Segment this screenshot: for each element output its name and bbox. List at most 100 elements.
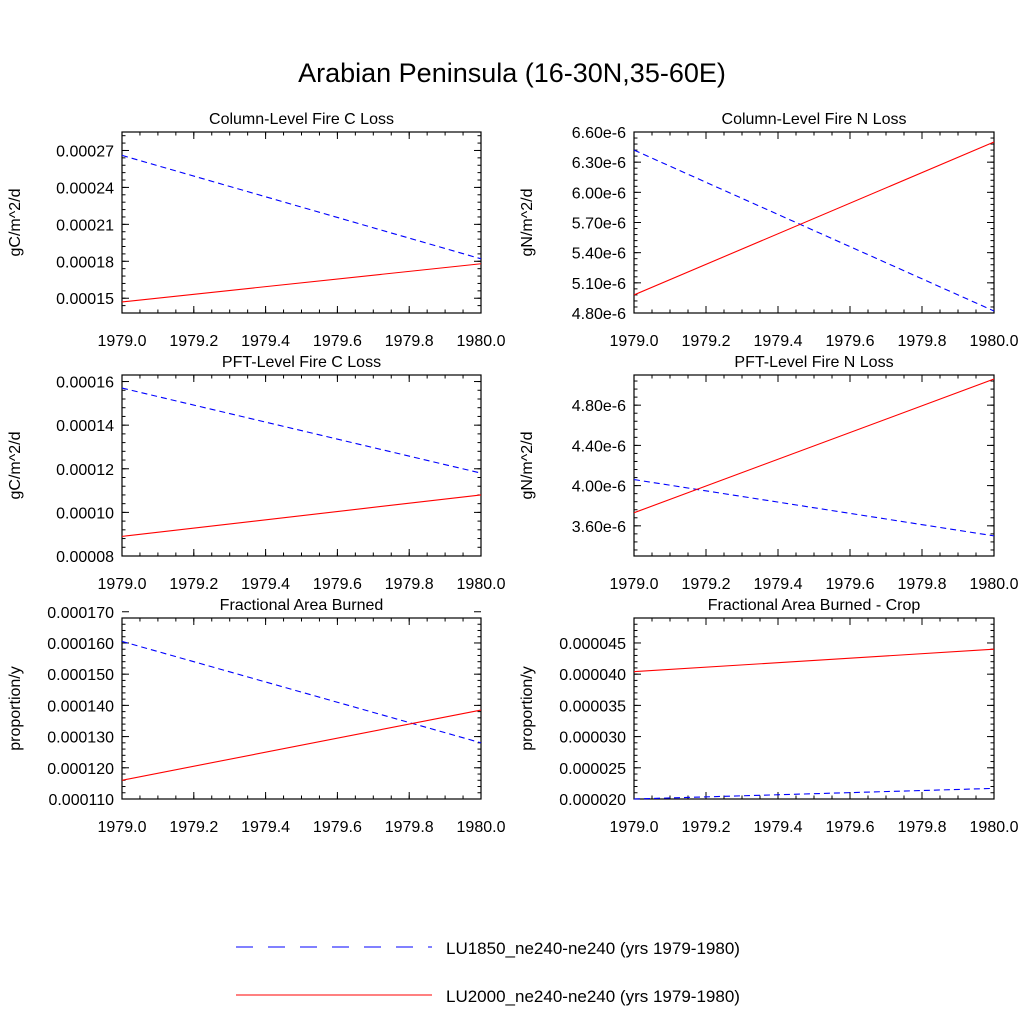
y-tick-label: 0.00027	[56, 143, 114, 160]
series-line-lu1850	[633, 479, 995, 537]
y-tick-label: 0.00016	[56, 375, 114, 392]
x-tick-label: 1980.0	[970, 576, 1019, 593]
y-tick-label: 0.000045	[559, 636, 626, 653]
x-tick-label: 1979.2	[682, 576, 731, 593]
chart-panel-1: Column-Level Fire C Loss gC/m^2/d 1979.0 19…	[7, 111, 506, 350]
plot-frame	[121, 374, 482, 557]
x-tick-label: 1979.6	[313, 333, 362, 350]
page-title: Arabian Peninsula (16-30N,35-60E)	[298, 58, 726, 88]
x-tick-label: 1980.0	[457, 819, 506, 836]
x-tick-label: 1979.2	[169, 333, 218, 350]
y-tick-label: 0.000160	[47, 636, 114, 653]
x-tick-label: 1979.8	[898, 576, 947, 593]
legend-label: LU2000_ne240-ne240 (yrs 1979-1980)	[446, 987, 740, 1006]
series-line-lu1850	[121, 154, 482, 260]
series-line-lu2000	[121, 709, 482, 781]
x-tick-label: 1979.8	[898, 819, 947, 836]
x-tick-label: 1979.6	[826, 576, 875, 593]
x-tick-label: 1979.6	[826, 819, 875, 836]
panel-title: Fractional Area Burned - Crop	[708, 597, 921, 614]
panel-title: PFT-Level Fire C Loss	[222, 354, 381, 371]
y-tick-label: 4.80e-6	[572, 306, 626, 323]
chart-panel-2: Column-Level Fire N Loss gN/m^2/d 1979.0 19…	[519, 111, 1019, 350]
y-tick-label: 5.70e-6	[572, 216, 626, 233]
y-tick-label: 0.000035	[559, 698, 626, 715]
x-tick-label: 1979.0	[98, 819, 147, 836]
y-tick-label: 0.000040	[559, 667, 626, 684]
x-tick-label: 1979.4	[754, 819, 803, 836]
plot-frame	[633, 374, 995, 557]
y-tick-label: 0.00021	[56, 217, 114, 234]
series-line-lu2000	[633, 648, 995, 673]
panel-title: Fractional Area Burned	[220, 597, 384, 614]
y-tick-label: 0.000020	[559, 792, 626, 809]
y-tick-label: 5.40e-6	[572, 246, 626, 263]
y-tick-label: 6.30e-6	[572, 155, 626, 172]
y-tick-label: 0.000150	[47, 667, 114, 684]
y-tick-label: 6.60e-6	[572, 125, 626, 142]
y-tick-label: 0.000130	[47, 730, 114, 747]
y-tick-label: 0.00024	[56, 180, 114, 197]
x-tick-label: 1979.0	[610, 333, 659, 350]
y-tick-label: 0.000120	[47, 761, 114, 778]
y-tick-label: 6.00e-6	[572, 185, 626, 202]
series-line-lu1850	[633, 149, 995, 312]
chart-panel-3: PFT-Level Fire C Loss gC/m^2/d 1979.0 1979.…	[7, 354, 506, 593]
plot-frame	[121, 131, 482, 314]
x-tick-label: 1980.0	[457, 333, 506, 350]
y-tick-label: 0.00018	[56, 254, 114, 271]
series-line-lu1850	[121, 387, 482, 474]
x-tick-label: 1979.2	[682, 333, 731, 350]
series-line-lu2000	[121, 494, 482, 537]
panel-title: Column-Level Fire N Loss	[722, 111, 907, 128]
chart-panel-5: Fractional Area Burned proportion/y 1979.0…	[7, 597, 506, 836]
x-tick-label: 1979.4	[754, 333, 803, 350]
x-tick-label: 1979.8	[385, 333, 434, 350]
x-tick-label: 1980.0	[970, 333, 1019, 350]
x-tick-label: 1979.0	[98, 333, 147, 350]
x-tick-label: 1979.2	[169, 819, 218, 836]
x-tick-label: 1979.6	[313, 819, 362, 836]
x-tick-label: 1979.8	[385, 819, 434, 836]
y-tick-label: 3.60e-6	[572, 519, 626, 536]
series-line-lu1850	[121, 640, 482, 744]
y-tick-label: 0.00014	[56, 418, 114, 435]
x-tick-label: 1980.0	[457, 576, 506, 593]
y-tick-label: 4.00e-6	[572, 479, 626, 496]
y-axis-label: gN/m^2/d	[519, 189, 536, 257]
y-tick-label: 0.00010	[56, 505, 114, 522]
plot-frame	[633, 131, 995, 314]
series-line-lu2000	[633, 378, 995, 514]
y-axis-label: gN/m^2/d	[519, 432, 536, 500]
x-tick-label: 1979.8	[385, 576, 434, 593]
y-axis-label: gC/m^2/d	[7, 432, 24, 500]
x-tick-label: 1980.0	[970, 819, 1019, 836]
y-tick-label: 0.000170	[47, 605, 114, 622]
plot-frame	[633, 617, 995, 800]
y-tick-label: 4.40e-6	[572, 438, 626, 455]
x-tick-label: 1979.4	[754, 576, 803, 593]
x-tick-label: 1979.0	[610, 576, 659, 593]
chart-panel-6: Fractional Area Burned - Crop proportion/…	[519, 597, 1019, 836]
y-tick-label: 5.10e-6	[572, 276, 626, 293]
panel-title: PFT-Level Fire N Loss	[734, 354, 893, 371]
series-line-lu2000	[633, 141, 995, 296]
y-axis-label: proportion/y	[519, 666, 536, 751]
chart-panel-4: PFT-Level Fire N Loss gN/m^2/d 1979.0 1979.…	[519, 354, 1019, 593]
y-tick-label: 0.000030	[559, 730, 626, 747]
y-tick-label: 0.00012	[56, 462, 114, 479]
legend-label: LU1850_ne240-ne240 (yrs 1979-1980)	[446, 939, 740, 958]
y-axis-label: gC/m^2/d	[7, 189, 24, 257]
y-tick-label: 0.000025	[559, 761, 626, 778]
x-tick-label: 1979.4	[241, 333, 290, 350]
y-tick-label: 0.00008	[56, 549, 114, 566]
panel-title: Column-Level Fire C Loss	[209, 111, 394, 128]
series-line-lu1850	[633, 787, 995, 800]
y-tick-label: 4.80e-6	[572, 398, 626, 415]
legend: LU1850_ne240-ne240 (yrs 1979-1980) LU2000…	[236, 939, 740, 1006]
x-tick-label: 1979.6	[313, 576, 362, 593]
x-tick-label: 1979.4	[241, 576, 290, 593]
x-tick-label: 1979.2	[682, 819, 731, 836]
x-tick-label: 1979.2	[169, 576, 218, 593]
